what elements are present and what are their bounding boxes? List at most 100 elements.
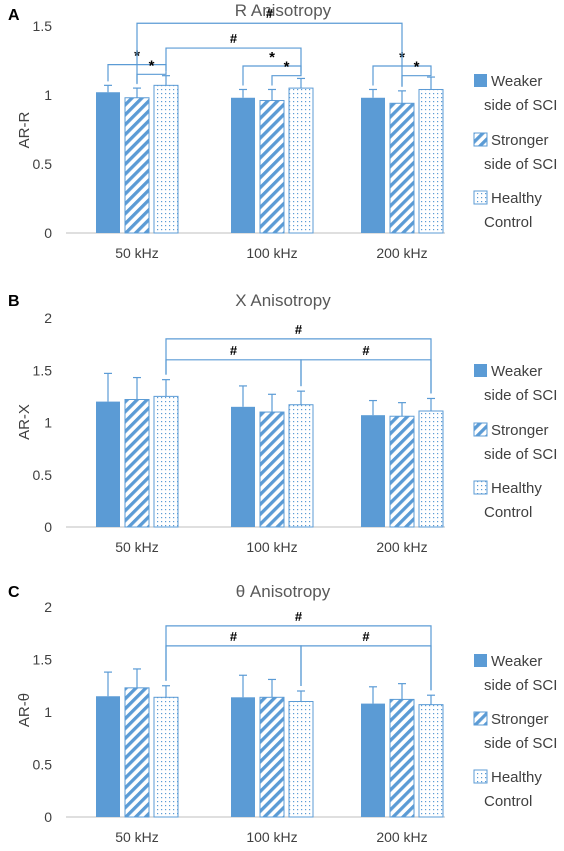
bar [124, 687, 150, 818]
significance-bracket [165, 645, 302, 686]
y-tick-label: 1.5 [33, 652, 53, 668]
legend-label: Stronger [491, 422, 549, 439]
bar [124, 399, 150, 528]
legend-swatch [473, 480, 488, 495]
panel-a: A R Anisotropy AR-R 0 0.5 1 1.5 50 kHz 100 kHz 20… [8, 1, 557, 261]
legend-swatch [473, 711, 488, 726]
x-tick-label: 50 kHz [115, 829, 159, 845]
bar [418, 704, 444, 818]
legend-label: Weaker [491, 653, 542, 670]
y-tick-label: 0 [44, 809, 52, 825]
panel-letter: A [8, 7, 20, 24]
significance-bracket [271, 74, 302, 86]
bar [96, 92, 120, 234]
bar [231, 697, 255, 817]
bar [389, 698, 415, 818]
bar [418, 410, 444, 528]
bar [361, 703, 385, 817]
y-tick-label: 1.5 [33, 18, 53, 34]
y-tick-label: 0 [44, 519, 52, 535]
legend-label: Stronger [491, 132, 549, 149]
x-tick-label: 100 kHz [246, 245, 297, 261]
legend-label: side of SCI [484, 677, 557, 694]
bar [96, 696, 120, 817]
significance-mark: # [295, 322, 303, 337]
significance-mark: * [284, 59, 290, 76]
y-tick-label: 0 [44, 225, 52, 241]
significance-mark: # [295, 609, 303, 624]
legend-label: side of SCI [484, 387, 557, 404]
y-tick-label: 2 [44, 599, 52, 615]
chart-title: X Anisotropy [235, 291, 331, 310]
legend-label: Control [484, 504, 532, 521]
significance-bracket [300, 645, 432, 691]
bar [231, 97, 255, 233]
significance-bracket [165, 47, 302, 74]
y-tick-label: 0.5 [33, 757, 53, 773]
panel-letter: C [8, 584, 20, 601]
legend-swatch [473, 190, 488, 205]
panel-letter: B [8, 293, 20, 310]
bar [259, 696, 285, 818]
legend-label: Healthy [491, 769, 542, 786]
legend-swatch [474, 74, 487, 87]
x-tick-label: 200 kHz [376, 829, 427, 845]
bar [124, 97, 150, 234]
legend-swatch [474, 364, 487, 377]
bar [96, 401, 120, 527]
significance-bracket [165, 338, 432, 394]
y-axis-label: AR-R [16, 112, 33, 149]
legend-label: Weaker [491, 73, 542, 90]
legend-label: Control [484, 214, 532, 231]
panel-b: B X Anisotropy AR-X 0 0.5 1 1.5 2 50 kHz 100 kHz 2… [8, 291, 557, 555]
legend-label: side of SCI [484, 446, 557, 463]
y-tick-label: 2 [44, 310, 52, 326]
significance-mark: # [362, 629, 370, 644]
legend-label: Healthy [491, 480, 542, 497]
significance-mark: # [362, 343, 370, 358]
bar [259, 100, 285, 234]
legend-label: side of SCI [484, 97, 557, 114]
significance-mark: # [266, 6, 274, 21]
y-tick-label: 1 [44, 87, 52, 103]
legend-swatch [474, 654, 487, 667]
significance-mark: * [414, 59, 420, 76]
x-tick-label: 50 kHz [115, 539, 159, 555]
significance-bracket [165, 359, 302, 387]
legend-label: Healthy [491, 190, 542, 207]
significance-mark: # [230, 31, 238, 46]
y-tick-label: 0.5 [33, 467, 53, 483]
significance-bracket [300, 359, 432, 394]
y-tick-label: 1 [44, 415, 52, 431]
bar [231, 406, 255, 527]
bar [259, 411, 285, 528]
y-tick-label: 1 [44, 704, 52, 720]
legend-label: side of SCI [484, 735, 557, 752]
legend-label: side of SCI [484, 156, 557, 173]
chart-title: R Anisotropy [235, 1, 332, 20]
bar [153, 395, 179, 528]
bar [153, 84, 179, 234]
bar [288, 701, 314, 818]
legend-swatch [473, 422, 488, 437]
x-tick-label: 100 kHz [246, 539, 297, 555]
significance-bracket [136, 22, 403, 86]
bar [153, 696, 179, 818]
bar [288, 404, 314, 528]
significance-bracket [165, 625, 432, 691]
legend-swatch [473, 769, 488, 784]
x-tick-label: 50 kHz [115, 245, 159, 261]
legend-label: Control [484, 793, 532, 810]
legend-label: Weaker [491, 363, 542, 380]
bar [389, 415, 415, 528]
legend-label: Stronger [491, 711, 549, 728]
y-tick-label: 1.5 [33, 362, 53, 378]
bar [418, 88, 444, 234]
x-tick-label: 100 kHz [246, 829, 297, 845]
bar [288, 87, 314, 234]
significance-mark: * [269, 49, 275, 66]
x-tick-label: 200 kHz [376, 539, 427, 555]
significance-mark: # [230, 629, 238, 644]
